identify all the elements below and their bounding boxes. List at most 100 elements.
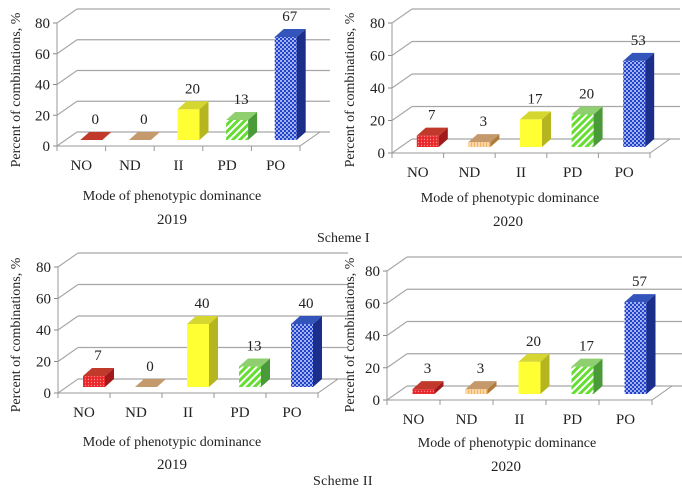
y-tick-label: 40 [370, 81, 385, 97]
chart-title: 2019 [157, 457, 187, 473]
gridline-depth [391, 8, 413, 24]
bar-nd [468, 134, 500, 147]
data-label: 67 [282, 9, 298, 25]
bar-front [518, 361, 541, 394]
data-label: 3 [477, 361, 485, 377]
bar-top [623, 52, 655, 61]
data-label: 7 [94, 348, 102, 364]
y-tick-label: 0 [44, 386, 52, 402]
x-tick-label: ND [125, 405, 147, 421]
x-tick-label: PO [615, 165, 634, 181]
scheme-label-1: Scheme I [317, 231, 370, 246]
chart-scheme2-2020: 0 20 40 60 80 3 NO 3 ND 20 II 17 PD 57 PO Mode of pheno… [343, 256, 682, 475]
bar-nd [465, 381, 497, 394]
bar-front [416, 135, 439, 147]
y-tick-label: 20 [35, 108, 50, 124]
data-label: 3 [424, 361, 432, 377]
bar-front [623, 60, 646, 147]
x-tick-label: II [516, 165, 526, 181]
x-tick-label: PO [266, 158, 285, 174]
bar-top [83, 367, 114, 376]
y-axis-title: Percent of combinations, % [9, 12, 24, 167]
y-axis-title: Percent of combinations, % [343, 257, 358, 412]
bar-no [80, 132, 112, 140]
data-label: 20 [579, 87, 594, 103]
bar-ii [520, 111, 551, 147]
x-axis-title: Mode of phenotypic dominance [418, 436, 596, 451]
data-label: 7 [428, 108, 436, 124]
bar-side [105, 367, 114, 387]
y-tick-label: 80 [35, 16, 50, 32]
bar-top [80, 132, 112, 140]
bar-side [209, 316, 218, 387]
x-tick-label: II [174, 158, 184, 174]
x-tick-label: II [515, 412, 525, 428]
bar-po [624, 294, 656, 394]
chart-title: 2020 [493, 214, 523, 230]
scheme-label-2: Scheme II [313, 474, 373, 489]
bar-side [296, 28, 306, 140]
bar-side [646, 294, 656, 394]
bar-ii [518, 353, 550, 394]
data-label: 20 [526, 334, 541, 350]
y-tick-label: 0 [43, 139, 51, 155]
gridline-depth [386, 321, 408, 336]
bar-pd [239, 358, 270, 387]
bar-side [490, 134, 500, 147]
bar-side [261, 358, 270, 387]
gridline-depth [56, 131, 78, 147]
gridline-depth [391, 106, 413, 121]
bar-side [645, 52, 655, 147]
y-tick-label: 80 [36, 260, 51, 276]
bar-top [520, 111, 551, 120]
gridline-depth [386, 353, 408, 369]
bar-front [274, 36, 297, 140]
bar-side [434, 381, 444, 394]
x-tick-label: PO [616, 412, 635, 428]
bar-side [248, 112, 258, 140]
data-label: 13 [247, 339, 262, 355]
data-label: 17 [579, 339, 595, 355]
bar-front [177, 109, 200, 140]
y-tick-label: 40 [35, 78, 50, 94]
gridline-depth [57, 347, 79, 362]
data-label: 13 [234, 92, 249, 108]
bar-top [177, 101, 209, 110]
bar-top [571, 106, 603, 115]
bar-front [291, 324, 313, 387]
x-tick-label: NO [403, 412, 425, 428]
bar-pd [226, 112, 258, 140]
x-tick-label: NO [407, 165, 429, 181]
bar-side [540, 353, 550, 394]
data-label: 0 [146, 359, 154, 375]
bar-top [624, 294, 656, 303]
gridline-depth [386, 385, 408, 401]
gridline-depth [56, 70, 78, 85]
x-tick-label: PO [282, 405, 301, 421]
data-label: 20 [185, 81, 200, 97]
bar-no [83, 367, 114, 387]
chart-title: 2019 [157, 212, 187, 228]
data-label: 40 [195, 296, 210, 312]
bar-front [83, 375, 105, 387]
bar-nd [135, 379, 166, 387]
data-label: 0 [92, 112, 100, 128]
x-tick-label: PD [218, 158, 237, 174]
bar-top [291, 316, 322, 324]
data-label: 3 [480, 114, 488, 130]
y-tick-label: 40 [365, 329, 380, 345]
bar-top [274, 28, 306, 37]
bar-ii [187, 316, 218, 387]
y-tick-label: 0 [373, 393, 381, 409]
x-tick-label: ND [119, 158, 141, 174]
gridline-depth [57, 284, 79, 299]
bar-side [438, 127, 448, 147]
bar-pd [571, 358, 603, 394]
bar-po [274, 28, 306, 140]
bar-front [571, 114, 594, 147]
x-tick-label: NO [70, 158, 92, 174]
gridline-depth [57, 315, 79, 331]
chart-scheme1-2020: 0 20 40 60 80 7 NO 3 ND 17 II 20 PD 53 PO Mode of pheno… [343, 8, 680, 230]
x-tick-label: PD [563, 412, 582, 428]
gridline-depth [391, 73, 413, 89]
